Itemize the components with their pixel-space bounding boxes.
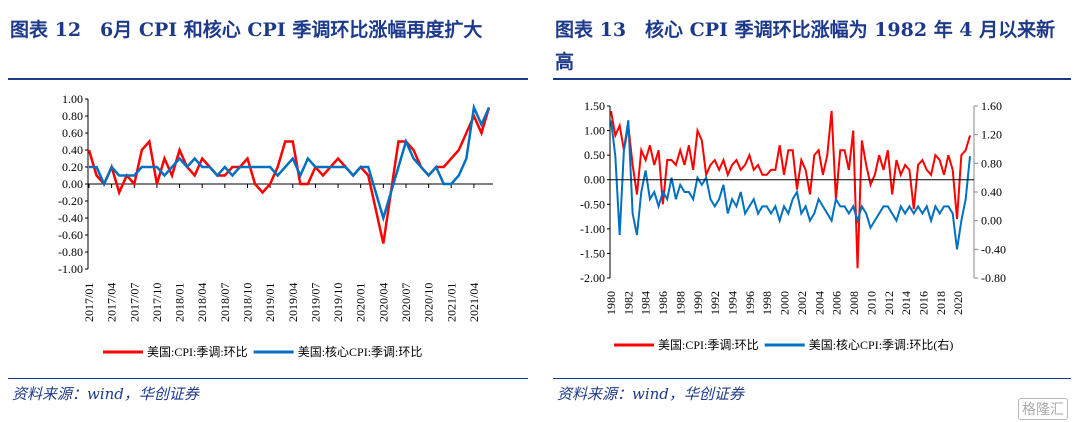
y2-tick-label: 1.60 xyxy=(981,99,1002,113)
y2-tick-label: 0.80 xyxy=(981,156,1002,170)
left-figure-title: 图表 12 6月 CPI 和核心 CPI 季调环比涨幅再度扩大 xyxy=(10,19,483,41)
right-figure-title: 图表 13 核心 CPI 季调环比涨幅为 1982 年 4 月以来新高 xyxy=(555,19,1056,73)
x-tick-label: 2010 xyxy=(864,291,878,315)
left-bottom-rule xyxy=(8,378,528,379)
x-tick-label: 2016 xyxy=(916,291,930,315)
legend-label-0: 美国:CPI:季调:环比 xyxy=(658,338,759,352)
y-tick-label: 0.80 xyxy=(62,109,83,123)
x-tick-label: 2020/01 xyxy=(354,283,368,322)
y-tick-label: 0.50 xyxy=(584,148,605,162)
y-tick-label: -2.00 xyxy=(580,271,605,285)
y-tick-label: -1.00 xyxy=(580,222,605,236)
right-bottom-rule xyxy=(553,378,1071,379)
x-tick-label: 2018/01 xyxy=(173,283,187,322)
y-tick-label: -0.80 xyxy=(58,245,83,259)
x-tick-label: 2019/04 xyxy=(286,283,300,322)
x-tick-label: 2020/10 xyxy=(422,283,436,322)
x-tick-label: 2006 xyxy=(830,291,844,315)
y-tick-label: 0.60 xyxy=(62,126,83,140)
x-tick-label: 1992 xyxy=(708,291,722,315)
x-tick-label: 2008 xyxy=(847,291,861,315)
series-line-0 xyxy=(610,110,971,269)
x-tick-label: 2012 xyxy=(882,291,896,315)
x-tick-label: 2021/01 xyxy=(444,283,458,322)
x-tick-label: 1988 xyxy=(673,291,687,315)
y-tick-label: 1.50 xyxy=(584,99,605,113)
x-tick-label: 2000 xyxy=(778,291,792,315)
y-tick-label: -0.20 xyxy=(58,194,83,208)
y-tick-label: 0.40 xyxy=(62,143,83,157)
left-source: 资料来源：wind，华创证券 xyxy=(12,385,199,403)
x-tick-label: 2017/01 xyxy=(82,283,96,322)
y-tick-label: -1.50 xyxy=(580,246,605,260)
x-tick-label: 2020/07 xyxy=(399,283,413,322)
y-tick-label: -0.50 xyxy=(580,197,605,211)
x-tick-label: 2019/10 xyxy=(331,283,345,322)
series-line-1 xyxy=(610,120,971,250)
watermark: 格隆汇 xyxy=(1018,398,1068,420)
x-tick-label: 2017/10 xyxy=(150,283,164,322)
y-tick-label: 0.00 xyxy=(584,173,605,187)
y-tick-label: 1.00 xyxy=(584,124,605,138)
legend-label-1: 美国:核心CPI:季调:环比 xyxy=(298,345,423,359)
x-tick-label: 2017/07 xyxy=(127,283,141,322)
x-tick-label: 2021/04 xyxy=(467,283,481,322)
x-tick-label: 1996 xyxy=(743,291,757,315)
x-tick-label: 2018/10 xyxy=(240,283,254,322)
x-tick-label: 1998 xyxy=(760,291,774,315)
x-tick-label: 2017/04 xyxy=(105,283,119,322)
x-tick-label: 2018 xyxy=(934,291,948,315)
y-tick-label: -0.60 xyxy=(58,228,83,242)
right-title-rule xyxy=(553,78,1071,80)
x-tick-label: 2004 xyxy=(812,291,826,315)
x-tick-label: 1986 xyxy=(656,291,670,315)
x-tick-label: 2018/04 xyxy=(195,283,209,322)
x-tick-label: 2002 xyxy=(795,291,809,315)
x-tick-label: 2020 xyxy=(951,291,965,315)
left-title-rule xyxy=(8,78,528,80)
y2-tick-label: 0.00 xyxy=(981,214,1002,228)
y-tick-label: 1.00 xyxy=(62,92,83,106)
right-source: 资料来源：wind，华创证券 xyxy=(557,385,744,403)
x-tick-label: 1982 xyxy=(621,291,635,315)
x-tick-label: 1990 xyxy=(691,291,705,315)
y-tick-label: 0.00 xyxy=(62,177,83,191)
series-line-1 xyxy=(89,103,491,223)
x-tick-label: 1994 xyxy=(726,291,740,315)
y2-tick-label: 0.40 xyxy=(981,185,1002,199)
y2-tick-label: -0.40 xyxy=(981,242,1006,256)
x-tick-label: 1980 xyxy=(604,291,618,315)
x-tick-label: 2014 xyxy=(899,291,913,315)
y2-tick-label: -0.80 xyxy=(981,271,1006,285)
x-tick-label: 2020/04 xyxy=(376,283,390,322)
x-tick-label: 1984 xyxy=(639,291,653,315)
x-tick-label: 2019/01 xyxy=(263,283,277,322)
legend-label-1: 美国:核心CPI:季调:环比(右) xyxy=(809,337,954,352)
x-tick-label: 2018/07 xyxy=(218,283,232,322)
y-tick-label: -1.00 xyxy=(58,262,83,276)
legend-label-0: 美国:CPI:季调:环比 xyxy=(147,345,248,359)
y-tick-label: 0.20 xyxy=(62,160,83,174)
y2-tick-label: 1.20 xyxy=(981,128,1002,142)
x-tick-label: 2019/07 xyxy=(308,283,322,322)
y-tick-label: -0.40 xyxy=(58,211,83,225)
